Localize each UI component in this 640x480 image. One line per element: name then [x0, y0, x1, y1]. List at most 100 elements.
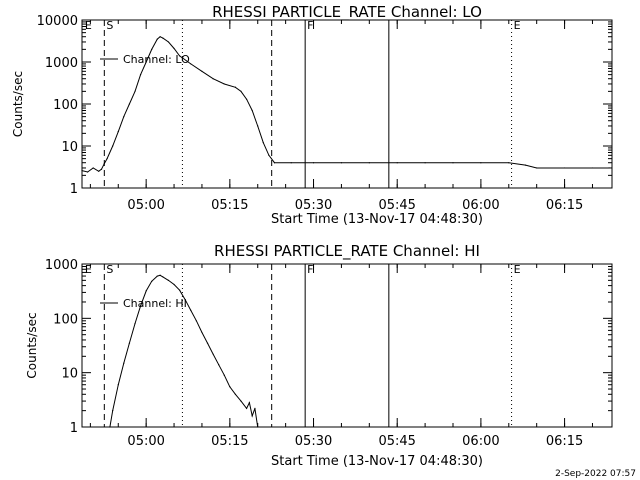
- data-point: [86, 171, 89, 173]
- data-point: [139, 305, 142, 307]
- x-tick-label: 06:15: [546, 198, 583, 213]
- y-tick-label: 10: [61, 367, 78, 382]
- event-marker-label: F: [307, 19, 313, 32]
- data-point: [262, 142, 264, 144]
- data-point: [117, 131, 119, 133]
- data-point: [257, 426, 259, 428]
- data-point: [248, 402, 250, 404]
- x-tick-label: 05:15: [211, 434, 248, 449]
- y-tick-label: 1: [70, 421, 78, 436]
- data-point: [112, 145, 114, 147]
- data-point: [156, 275, 158, 277]
- data-point: [563, 167, 566, 169]
- data-point: [167, 41, 170, 43]
- event-marker-label: E: [514, 19, 521, 32]
- data-point: [251, 109, 253, 112]
- data-point: [173, 283, 175, 286]
- data-point: [123, 362, 125, 364]
- x-axis-label: Start Time (13-Nov-17 04:48:30): [271, 454, 483, 469]
- chart-title: RHESSI PARTICLE_RATE Channel: LO: [212, 3, 482, 22]
- data-point: [368, 162, 370, 164]
- x-tick-label: 05:45: [378, 434, 415, 449]
- data-point: [452, 162, 454, 164]
- data-point: [312, 162, 315, 164]
- data-point: [128, 103, 131, 105]
- data-point: [123, 116, 125, 118]
- data-point: [268, 154, 270, 156]
- data-point: [229, 386, 231, 388]
- x-axis-label: Start Time (13-Nov-17 04:48:30): [271, 212, 483, 227]
- event-marker-label: E: [85, 19, 92, 32]
- y-tick-label: 1000: [45, 258, 78, 273]
- data-point: [134, 90, 136, 92]
- data-point: [100, 168, 103, 170]
- data-point: [145, 290, 147, 292]
- event-marker-label: E: [85, 263, 92, 276]
- x-tick-label: 05:00: [127, 434, 164, 449]
- x-tick-label: 06:15: [546, 434, 583, 449]
- data-point: [98, 170, 100, 172]
- y-tick-label: 1: [70, 182, 78, 197]
- data-point: [173, 47, 175, 50]
- data-point: [201, 70, 203, 72]
- data-point: [396, 162, 398, 164]
- data-point: [424, 162, 426, 164]
- data-point: [508, 162, 510, 164]
- timestamp-label: 2-Sep-2022 07:57: [555, 469, 636, 479]
- data-point: [340, 162, 343, 164]
- data-point: [103, 163, 105, 165]
- data-point: [162, 276, 164, 278]
- data-point: [234, 393, 237, 395]
- data-point: [290, 162, 292, 164]
- data-point: [240, 90, 242, 92]
- data-point: [184, 299, 186, 301]
- data-point: [223, 374, 225, 376]
- x-tick-label: 05:30: [295, 198, 332, 213]
- data-point: [159, 274, 161, 276]
- data-point: [92, 167, 94, 169]
- y-tick-label: 10: [61, 140, 78, 155]
- x-tick-label: 05:30: [295, 434, 332, 449]
- data-point: [480, 162, 482, 164]
- data-point: [117, 384, 119, 386]
- data-point: [212, 353, 214, 355]
- y-tick-label: 100: [53, 312, 78, 327]
- y-axis-label: Counts/sec: [11, 71, 25, 137]
- data-point: [106, 158, 108, 160]
- data-point: [195, 320, 197, 322]
- x-tick-label: 05:15: [211, 198, 248, 213]
- data-point: [524, 164, 527, 166]
- data-point: [109, 426, 111, 428]
- chart-title: RHESSI PARTICLE_RATE Channel: HI: [214, 242, 480, 261]
- data-point: [240, 400, 242, 402]
- data-point: [162, 37, 164, 39]
- data-point: [167, 279, 170, 281]
- legend-label: Channel: HI: [123, 297, 187, 310]
- data-point: [223, 83, 225, 85]
- data-point: [254, 407, 256, 409]
- x-tick-label: 06:00: [462, 434, 499, 449]
- data-point: [179, 55, 181, 57]
- data-point: [536, 167, 538, 169]
- data-point: [245, 98, 248, 100]
- data-point: [201, 331, 203, 334]
- data-point: [206, 342, 209, 344]
- y-tick-label: 10000: [37, 14, 78, 29]
- legend-label: Channel: LO: [123, 53, 190, 66]
- data-point: [112, 410, 114, 412]
- event-marker-label: E: [514, 263, 521, 276]
- y-tick-label: 100: [53, 98, 78, 113]
- data-point: [245, 407, 248, 409]
- data-point: [257, 125, 259, 127]
- data-point: [156, 38, 158, 40]
- data-point: [591, 167, 594, 169]
- event-marker-label: F: [307, 263, 313, 276]
- data-point: [151, 280, 153, 282]
- data-point: [273, 162, 276, 164]
- event-marker-label: S: [106, 19, 113, 32]
- plot-frame: [81, 263, 613, 428]
- data-point: [190, 309, 192, 311]
- y-tick-label: 1000: [45, 56, 78, 71]
